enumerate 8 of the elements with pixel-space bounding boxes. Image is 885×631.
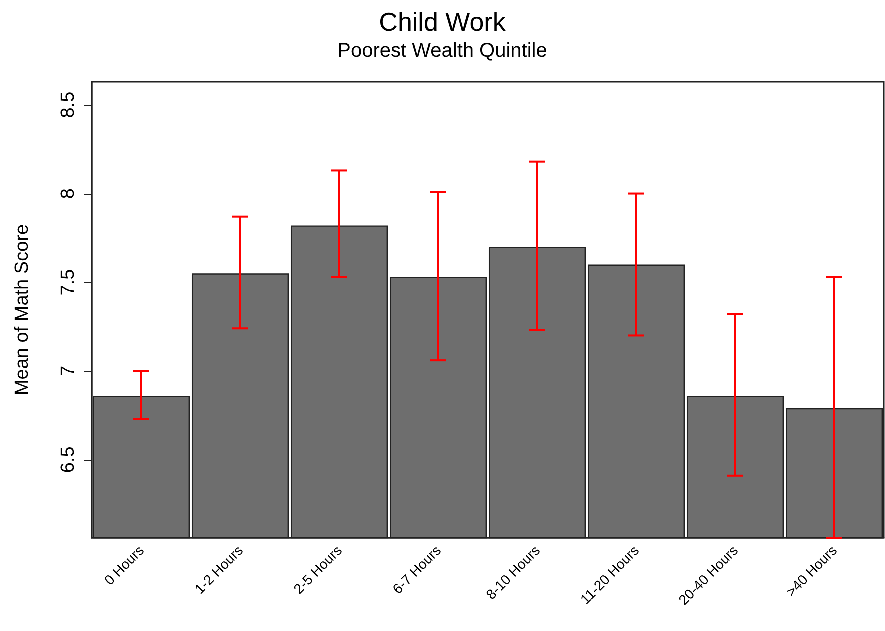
chart-subtitle: Poorest Wealth Quintile	[338, 40, 548, 62]
y-axis-title: Mean of Math Score	[12, 224, 33, 396]
y-tick-label: 8	[58, 188, 79, 200]
y-tick-label: 7.5	[58, 269, 79, 296]
chart-title: Child Work	[379, 7, 507, 37]
y-tick-label: 8.5	[58, 92, 79, 118]
y-tick-label: 6.5	[58, 446, 79, 474]
y-tick-label: 7	[58, 366, 79, 377]
